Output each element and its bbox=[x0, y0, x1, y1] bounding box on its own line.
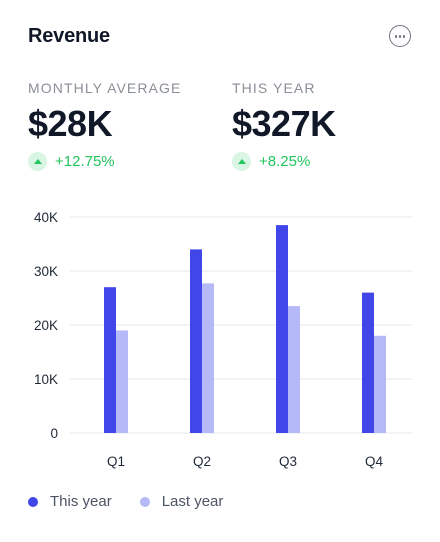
chart-legend: This year Last year bbox=[28, 493, 251, 510]
more-options-icon bbox=[394, 35, 397, 38]
legend-label: This year bbox=[50, 493, 112, 510]
y-tick-label: 40K bbox=[34, 210, 58, 225]
arrow-up-icon bbox=[232, 152, 251, 171]
bar-last-year-q1[interactable] bbox=[116, 330, 128, 433]
y-tick-label: 10K bbox=[34, 372, 58, 387]
more-options-button[interactable] bbox=[389, 25, 411, 47]
bar-this-year-q3[interactable] bbox=[276, 225, 288, 433]
card-title: Revenue bbox=[28, 25, 110, 47]
arrow-up-icon bbox=[28, 152, 47, 171]
bar-this-year-q4[interactable] bbox=[362, 292, 374, 433]
bar-last-year-q2[interactable] bbox=[202, 283, 214, 433]
x-tick-label: Q3 bbox=[279, 454, 297, 469]
more-options-icon-dot bbox=[398, 35, 401, 38]
stat-value: $28K bbox=[28, 103, 113, 144]
stat-change-value: +8.25% bbox=[259, 153, 311, 170]
stat-change-value: +12.75% bbox=[55, 153, 115, 170]
stat-label: THIS YEAR bbox=[232, 80, 316, 96]
y-tick-label: 0 bbox=[50, 426, 58, 441]
x-tick-label: Q2 bbox=[193, 454, 211, 469]
bar-last-year-q3[interactable] bbox=[288, 306, 300, 433]
x-tick-label: Q1 bbox=[107, 454, 125, 469]
bar-this-year-q1[interactable] bbox=[104, 287, 116, 433]
stat-label: MONTHLY AVERAGE bbox=[28, 80, 182, 96]
y-tick-label: 30K bbox=[34, 264, 58, 279]
legend-swatch-last-year bbox=[139, 496, 150, 507]
x-tick-label: Q4 bbox=[365, 454, 384, 469]
bar-last-year-q4[interactable] bbox=[374, 335, 386, 433]
bar-this-year-q2[interactable] bbox=[190, 249, 202, 433]
more-options-icon-dot bbox=[402, 35, 405, 38]
legend-item-this-year[interactable]: This year bbox=[28, 493, 112, 510]
legend-swatch-this-year bbox=[28, 496, 38, 507]
stat-this-year: THIS YEAR $327K +8.25% bbox=[232, 80, 336, 171]
legend-item-last-year[interactable]: Last year bbox=[139, 493, 224, 510]
legend-label: Last year bbox=[161, 493, 224, 510]
stat-change: +12.75% bbox=[28, 152, 181, 171]
y-tick-label: 20K bbox=[34, 318, 58, 333]
stat-monthly-average: MONTHLY AVERAGE $28K +12.75% bbox=[28, 80, 181, 171]
revenue-bar-chart: 0 10K 20K 30K 40K Q1 Q2 Q3 Q4 bbox=[34, 210, 412, 469]
stat-change: +8.25% bbox=[232, 152, 336, 171]
stat-value: $327K bbox=[232, 103, 336, 144]
